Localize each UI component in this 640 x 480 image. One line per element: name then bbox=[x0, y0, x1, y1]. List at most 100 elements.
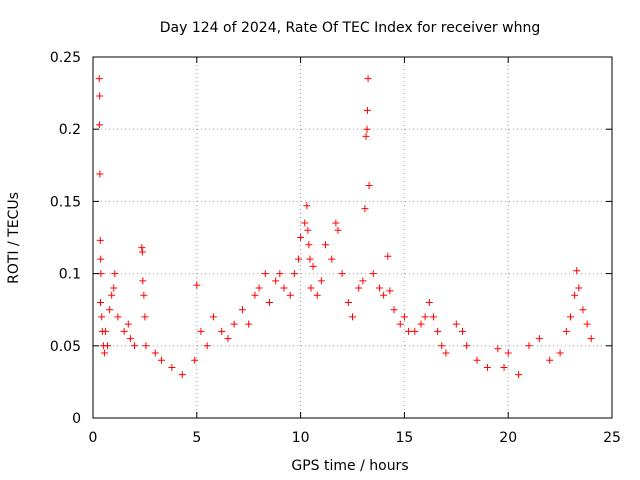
data-point bbox=[483, 363, 491, 371]
data-point bbox=[138, 244, 146, 252]
y-tick-label: 0 bbox=[72, 411, 81, 427]
axes: 0 5 10 15 20 25 0 0.05 0.1 0.15 0.2 0.25 bbox=[50, 50, 621, 446]
data-point bbox=[101, 327, 109, 335]
data-point bbox=[203, 342, 211, 350]
data-point bbox=[369, 270, 377, 278]
y-tick-label: 0.05 bbox=[50, 339, 81, 355]
data-point bbox=[535, 335, 543, 343]
data-point bbox=[110, 284, 118, 292]
data-point bbox=[587, 335, 595, 343]
data-point bbox=[114, 313, 122, 321]
data-point bbox=[178, 371, 186, 379]
data-point bbox=[286, 291, 294, 299]
data-point bbox=[364, 75, 372, 83]
data-point bbox=[304, 226, 312, 234]
data-point bbox=[100, 349, 108, 357]
data-point bbox=[525, 342, 533, 350]
data-point bbox=[349, 313, 356, 321]
data-point bbox=[442, 349, 450, 357]
data-point bbox=[363, 106, 371, 114]
y-tick-label: 0.25 bbox=[50, 50, 81, 66]
data-points bbox=[95, 75, 595, 379]
data-point bbox=[355, 284, 363, 292]
data-point bbox=[438, 342, 446, 350]
data-point bbox=[138, 248, 146, 256]
data-point bbox=[500, 363, 508, 371]
data-point bbox=[452, 320, 460, 328]
data-point bbox=[197, 327, 205, 335]
data-point bbox=[142, 342, 150, 350]
data-point bbox=[98, 313, 106, 321]
data-point bbox=[96, 236, 104, 244]
data-point bbox=[158, 356, 166, 364]
data-point bbox=[566, 313, 574, 321]
data-point bbox=[434, 327, 442, 335]
data-point bbox=[124, 320, 132, 328]
data-point bbox=[400, 313, 408, 321]
data-point bbox=[272, 277, 280, 285]
data-point bbox=[193, 281, 201, 289]
data-point bbox=[297, 234, 305, 241]
data-point bbox=[139, 277, 147, 285]
data-point bbox=[95, 121, 103, 129]
x-tick-label: 20 bbox=[499, 430, 517, 446]
data-point bbox=[224, 335, 232, 343]
y-tick-label: 0.15 bbox=[50, 194, 81, 210]
data-point bbox=[96, 92, 104, 100]
data-point bbox=[425, 298, 433, 306]
data-point bbox=[515, 371, 523, 379]
data-point bbox=[96, 170, 104, 178]
data-point bbox=[328, 255, 336, 263]
data-point bbox=[261, 270, 269, 278]
data-point bbox=[429, 313, 437, 321]
data-point bbox=[290, 270, 298, 278]
data-point bbox=[168, 363, 176, 371]
chart-title: Day 124 of 2024, Rate Of TEC Index for r… bbox=[160, 20, 540, 36]
data-point bbox=[396, 320, 404, 328]
data-point bbox=[334, 226, 342, 234]
data-point bbox=[322, 241, 330, 249]
data-point bbox=[96, 298, 104, 306]
x-tick-label: 10 bbox=[292, 430, 310, 446]
data-point bbox=[332, 219, 340, 227]
data-point bbox=[97, 255, 105, 263]
data-point bbox=[417, 320, 425, 328]
data-point bbox=[338, 270, 346, 278]
data-point bbox=[104, 342, 112, 350]
data-point bbox=[276, 270, 284, 278]
data-point bbox=[375, 284, 383, 292]
data-point bbox=[390, 306, 398, 314]
data-point bbox=[504, 349, 512, 357]
data-point bbox=[307, 284, 315, 292]
data-point bbox=[303, 202, 311, 210]
data-point bbox=[151, 349, 159, 357]
x-tick-label: 5 bbox=[192, 430, 201, 446]
y-tick-label: 0.1 bbox=[59, 267, 81, 283]
data-point bbox=[562, 327, 570, 335]
data-point bbox=[305, 241, 313, 249]
data-point bbox=[301, 219, 309, 227]
data-point bbox=[365, 182, 373, 190]
x-tick-label: 15 bbox=[395, 430, 413, 446]
data-point bbox=[280, 284, 288, 292]
data-point bbox=[459, 327, 467, 335]
data-point bbox=[473, 356, 481, 364]
data-point bbox=[411, 327, 419, 335]
data-point bbox=[380, 291, 388, 299]
data-point bbox=[295, 255, 303, 263]
data-point bbox=[209, 313, 217, 321]
x-axis-label: GPS time / hours bbox=[291, 458, 408, 474]
data-point bbox=[573, 267, 581, 275]
data-point bbox=[238, 306, 246, 314]
data-point bbox=[384, 252, 392, 260]
data-point bbox=[494, 345, 502, 353]
x-tick-label: 0 bbox=[89, 430, 98, 446]
data-point bbox=[108, 291, 116, 299]
data-point bbox=[309, 262, 317, 270]
data-point bbox=[362, 132, 370, 140]
y-tick-label: 0.2 bbox=[59, 122, 81, 138]
data-point bbox=[571, 291, 579, 299]
data-point bbox=[575, 284, 583, 292]
data-point bbox=[255, 284, 263, 292]
